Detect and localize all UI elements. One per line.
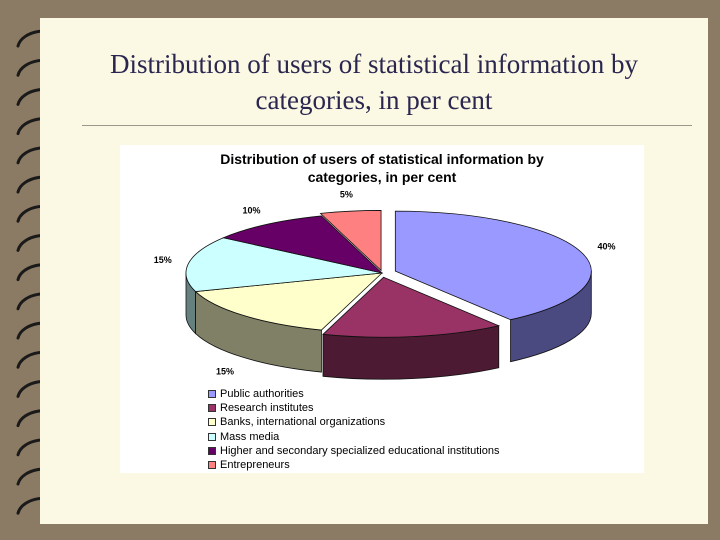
legend-item: Banks, international organizations: [208, 415, 499, 429]
legend-swatch: [208, 418, 216, 427]
chart-title-line-2: categories, in per cent: [307, 169, 457, 185]
pie-slice: [322, 276, 501, 338]
legend-item: Research institutes: [208, 401, 499, 415]
legend-item: Higher and secondary specialized educati…: [208, 444, 499, 458]
slide-title-line-2: categories, in per cent: [255, 85, 493, 115]
slide-title-line-1: Distribution of users of statistical inf…: [110, 49, 638, 79]
slice-data-label: 15%: [154, 255, 172, 265]
title-divider: [82, 125, 692, 126]
legend-swatch: [208, 446, 216, 455]
legend-item: Public authorities: [208, 387, 499, 401]
pie-chart: Distribution of users of statistical inf…: [120, 145, 644, 473]
pie-slice: [319, 210, 382, 272]
legend-label: Higher and secondary specialized educati…: [220, 444, 500, 457]
slide-title: Distribution of users of statistical inf…: [40, 46, 708, 118]
slice-data-label: 40%: [597, 242, 615, 252]
legend-item: Entrepreneurs: [208, 458, 499, 472]
legend-label: Research institutes: [220, 402, 314, 415]
chart-legend: Public authorities Research institutes Ban…: [208, 387, 499, 472]
chart-title: Distribution of users of statistical inf…: [120, 150, 644, 186]
pie-plot-area: 40%15%15%15%10%5%: [154, 189, 615, 380]
slice-data-label: 10%: [243, 206, 261, 216]
chart-title-line-1: Distribution of users of statistical inf…: [220, 151, 544, 167]
legend-label: Banks, international organizations: [220, 416, 386, 429]
slide-page: Distribution of users of statistical inf…: [40, 18, 708, 524]
slice-data-label: 5%: [340, 189, 353, 199]
pie-slice: [185, 237, 383, 292]
legend-item: Mass media: [208, 430, 499, 444]
legend-swatch: [208, 432, 216, 441]
legend-label: Public authorities: [220, 388, 304, 401]
legend-swatch: [208, 404, 216, 413]
legend-label: Entrepreneurs: [220, 459, 290, 472]
pie-slice: [394, 210, 592, 321]
legend-label: Mass media: [220, 430, 280, 443]
legend-swatch: [208, 390, 216, 399]
slice-data-label: 15%: [216, 367, 234, 377]
pie-slice: [222, 215, 384, 274]
legend-swatch: [208, 461, 216, 470]
